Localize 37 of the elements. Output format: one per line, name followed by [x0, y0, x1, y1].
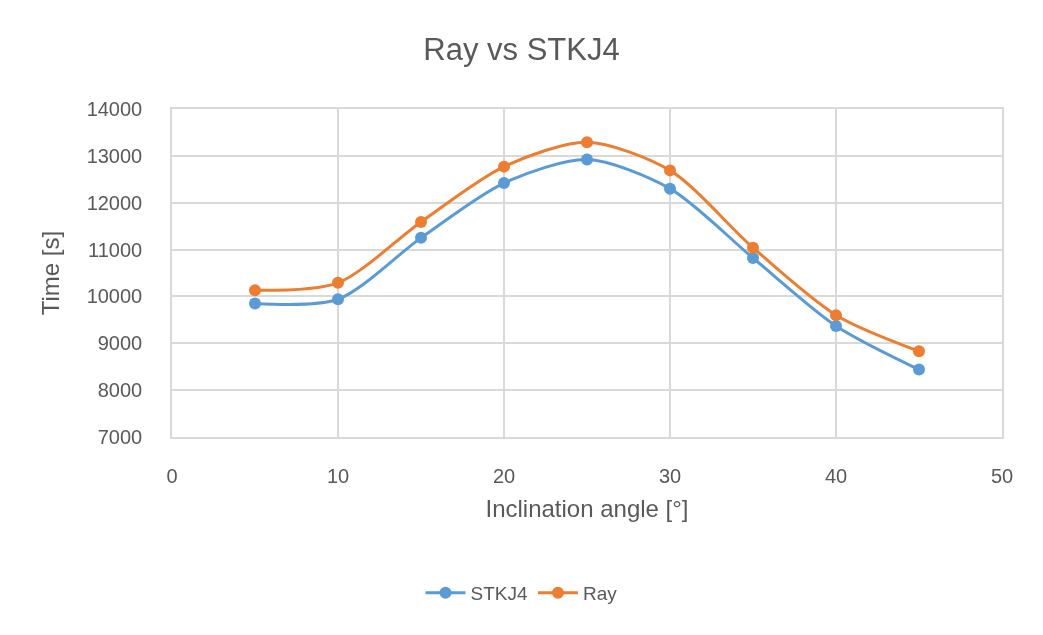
point [498, 160, 510, 173]
point [747, 252, 759, 264]
point [664, 164, 676, 177]
point [581, 153, 593, 166]
point [415, 215, 427, 228]
point [498, 177, 510, 190]
x-tick-label: 0 [166, 464, 178, 487]
point [415, 231, 427, 244]
y-tick-label: 9000 [97, 332, 143, 355]
x-tick-label: 40 [824, 464, 848, 487]
point [664, 182, 676, 195]
y-tick-label: 11000 [88, 238, 143, 261]
y-tick-label: 7000 [97, 426, 143, 448]
y-axis-title: Time [s] [37, 230, 65, 316]
chart-title: Ray vs STKJ4 [423, 31, 620, 67]
x-tick-label: 20 [492, 464, 516, 487]
y-tick-label: 12000 [86, 191, 143, 214]
point [913, 363, 925, 376]
point [332, 293, 344, 306]
y-tick-label: 13000 [86, 144, 143, 167]
point [830, 309, 842, 322]
y-tick-label: 8000 [97, 379, 143, 402]
point [747, 241, 759, 254]
y-tick-label: 10000 [86, 285, 143, 308]
legend-label: Ray [582, 583, 618, 605]
point [913, 345, 925, 358]
x-tick-label: 10 [326, 464, 350, 487]
point [581, 136, 593, 149]
x-tick-label: 30 [658, 464, 682, 487]
legend-label: STKJ4 [470, 583, 528, 605]
point [332, 276, 344, 289]
y-tick-label: 14000 [86, 98, 143, 120]
point [830, 319, 842, 332]
x-axis-title: Inclination angle [°] [485, 494, 689, 522]
point [249, 297, 261, 310]
point [249, 284, 261, 297]
x-tick-label: 50 [990, 464, 1014, 487]
